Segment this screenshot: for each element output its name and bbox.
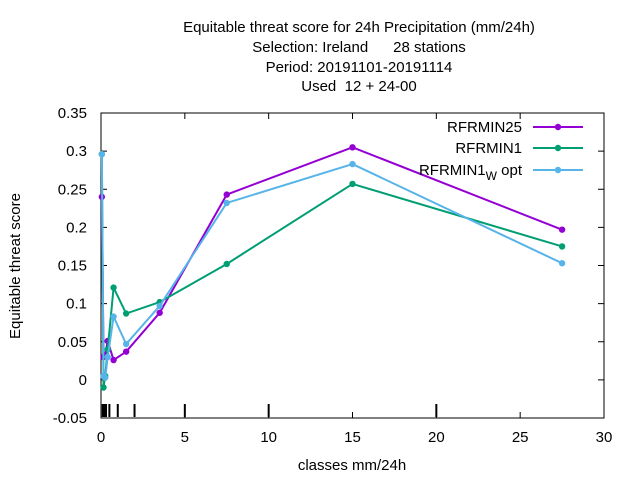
data-point — [110, 313, 117, 320]
legend: RFRMIN25 RFRMIN1 RFRMIN1W opt — [419, 119, 583, 183]
x-tick-label: 20 — [428, 429, 445, 446]
legend-item: RFRMIN1W opt — [419, 162, 583, 183]
x-tick-label: 15 — [344, 429, 361, 446]
class-boundary-marks — [101, 404, 438, 417]
legend-marker — [554, 144, 562, 152]
data-point — [156, 309, 163, 316]
series-layer — [98, 144, 566, 391]
series-2 — [98, 150, 566, 391]
title-line-4: Used 12 + 24-00 — [301, 78, 417, 95]
y-tick-label: 0.3 — [66, 143, 87, 160]
data-point — [558, 243, 566, 250]
data-point — [101, 374, 109, 381]
legend-item: RFRMIN25 — [447, 119, 583, 136]
x-tick-label: 0 — [97, 429, 105, 446]
data-point — [156, 302, 163, 310]
series-line — [100, 154, 563, 388]
x-tick-label: 5 — [181, 429, 189, 446]
data-point — [98, 150, 106, 158]
legend-item: RFRMIN1 — [455, 140, 583, 157]
y-tick-label: 0.35 — [58, 105, 87, 122]
y-tick-label: 0 — [79, 372, 87, 389]
data-point — [223, 191, 230, 198]
legend-marker — [554, 166, 562, 174]
data-point — [122, 310, 130, 317]
y-tick-label: 0.15 — [58, 258, 87, 275]
title-line-2: Selection: Ireland 28 stations — [252, 39, 465, 56]
legend-label: RFRMIN25 — [447, 119, 522, 136]
title-line-1: Equitable threat score for 24h Precipita… — [183, 19, 535, 36]
data-point — [122, 340, 130, 348]
y-tick-label: -0.05 — [53, 410, 87, 427]
y-tick-label: 0.05 — [58, 334, 87, 351]
data-point — [349, 180, 356, 188]
series-line — [100, 154, 563, 380]
legend-label: RFRMIN1W opt — [419, 162, 523, 183]
chart-title: Equitable threat score for 24h Precipita… — [183, 19, 535, 95]
x-tick-label: 30 — [596, 429, 613, 446]
plot-frame — [100, 112, 605, 419]
data-point — [223, 260, 230, 268]
data-point — [349, 160, 356, 168]
x-tick-label: 10 — [260, 429, 277, 446]
series-3 — [98, 150, 566, 381]
data-point — [558, 260, 566, 267]
data-point — [558, 226, 566, 233]
legend-marker — [554, 123, 562, 131]
data-point — [100, 384, 107, 391]
y-axis: -0.05 0 0.05 0.1 0.15 0.2 0.25 0.3 0.35 — [53, 105, 604, 427]
title-line-3: Period: 20191101-20191114 — [266, 59, 453, 76]
data-point — [349, 144, 356, 151]
legend-label: RFRMIN1 — [455, 140, 522, 157]
data-point — [110, 356, 117, 364]
y-tick-label: 0.25 — [58, 181, 87, 198]
data-point — [110, 284, 117, 291]
y-tick-label: 0.2 — [66, 219, 87, 236]
data-point — [122, 348, 130, 355]
x-tick-label: 25 — [512, 429, 529, 446]
y-tick-label: 0.1 — [66, 296, 87, 313]
data-point — [223, 199, 230, 207]
x-axis-label: classes mm/24h — [298, 457, 406, 474]
data-point — [104, 353, 111, 361]
y-axis-label: Equitable threat score — [7, 193, 24, 339]
